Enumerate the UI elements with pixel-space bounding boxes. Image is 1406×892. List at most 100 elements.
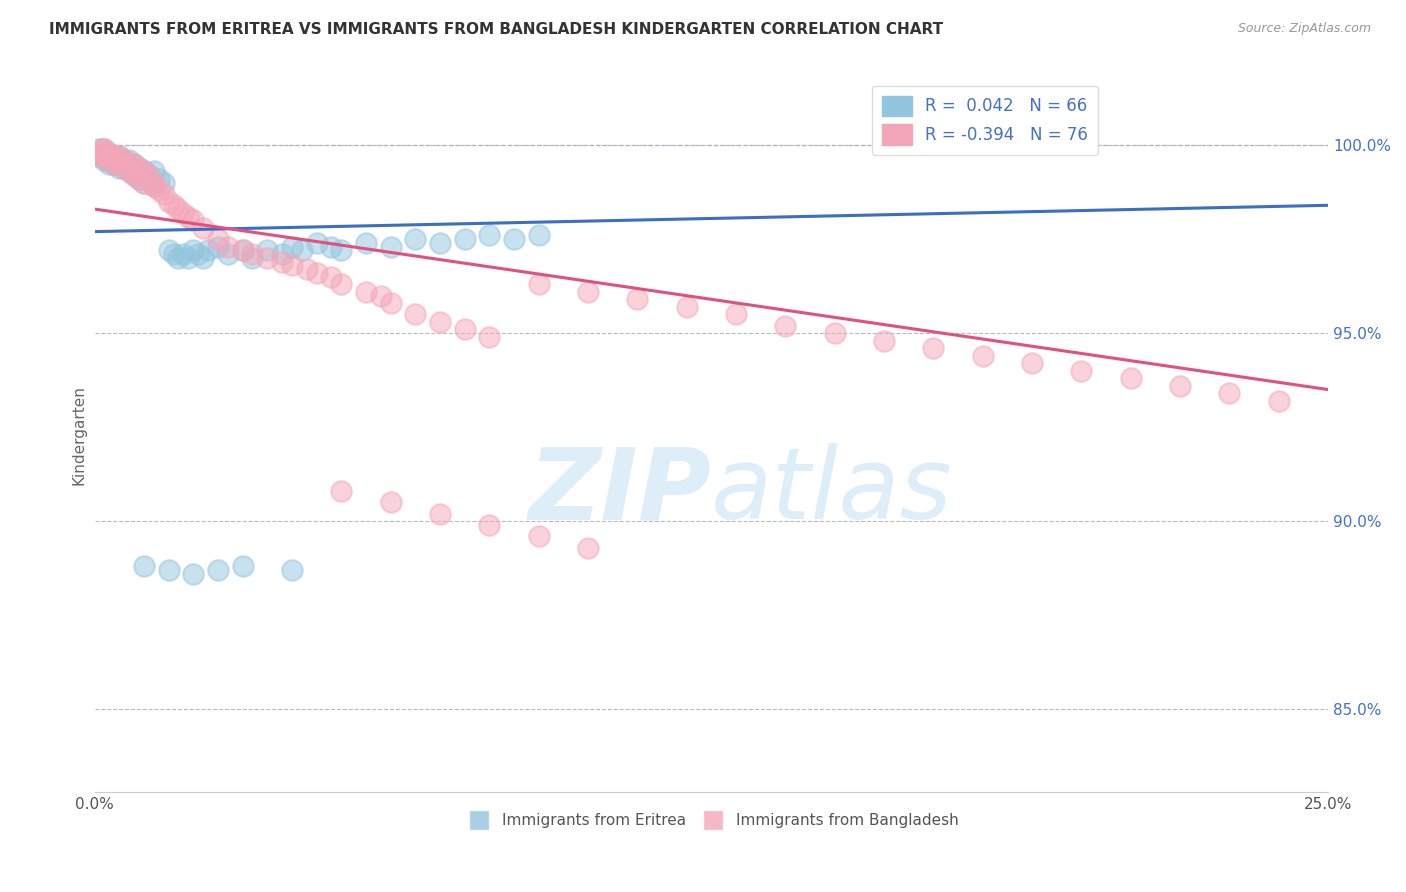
Point bbox=[1070, 364, 1092, 378]
Point bbox=[93, 145, 115, 160]
Point bbox=[370, 288, 392, 302]
Point bbox=[112, 161, 135, 175]
Point bbox=[271, 247, 294, 261]
Point bbox=[152, 176, 174, 190]
Point bbox=[972, 349, 994, 363]
Point bbox=[724, 307, 747, 321]
Point bbox=[128, 172, 150, 186]
Point bbox=[98, 145, 121, 160]
Point bbox=[197, 244, 219, 258]
Point bbox=[429, 507, 451, 521]
Point bbox=[281, 259, 304, 273]
Point bbox=[478, 228, 501, 243]
Point bbox=[404, 307, 426, 321]
Point bbox=[330, 277, 353, 292]
Point bbox=[103, 149, 125, 163]
Point bbox=[330, 484, 353, 499]
Point bbox=[1119, 371, 1142, 385]
Point bbox=[122, 168, 145, 182]
Point bbox=[142, 179, 165, 194]
Point bbox=[132, 176, 155, 190]
Point bbox=[89, 142, 111, 156]
Point bbox=[191, 220, 214, 235]
Y-axis label: Kindergarten: Kindergarten bbox=[72, 384, 86, 484]
Point bbox=[89, 145, 111, 160]
Point bbox=[217, 240, 239, 254]
Point bbox=[108, 149, 131, 163]
Point bbox=[1168, 379, 1191, 393]
Point bbox=[138, 168, 160, 182]
Point bbox=[167, 202, 190, 216]
Point bbox=[478, 518, 501, 533]
Point bbox=[157, 194, 180, 209]
Point bbox=[108, 149, 131, 163]
Point bbox=[404, 232, 426, 246]
Point bbox=[89, 149, 111, 163]
Point bbox=[162, 247, 184, 261]
Text: Source: ZipAtlas.com: Source: ZipAtlas.com bbox=[1237, 22, 1371, 36]
Point bbox=[108, 153, 131, 168]
Point bbox=[93, 142, 115, 156]
Point bbox=[527, 529, 550, 543]
Point bbox=[181, 244, 204, 258]
Point bbox=[271, 254, 294, 268]
Point bbox=[93, 145, 115, 160]
Point bbox=[148, 172, 170, 186]
Point bbox=[132, 559, 155, 574]
Point bbox=[103, 153, 125, 168]
Point bbox=[157, 563, 180, 577]
Point bbox=[118, 157, 141, 171]
Point bbox=[142, 179, 165, 194]
Point bbox=[89, 142, 111, 156]
Point bbox=[242, 251, 264, 265]
Point bbox=[380, 495, 402, 509]
Point bbox=[232, 244, 254, 258]
Point bbox=[172, 247, 194, 261]
Legend: Immigrants from Eritrea, Immigrants from Bangladesh: Immigrants from Eritrea, Immigrants from… bbox=[457, 807, 965, 834]
Point bbox=[429, 315, 451, 329]
Point bbox=[142, 164, 165, 178]
Point bbox=[291, 244, 314, 258]
Point bbox=[281, 563, 304, 577]
Point bbox=[108, 153, 131, 168]
Point bbox=[181, 566, 204, 581]
Point bbox=[162, 198, 184, 212]
Point bbox=[112, 161, 135, 175]
Point bbox=[429, 235, 451, 250]
Point bbox=[675, 300, 697, 314]
Point bbox=[873, 334, 896, 348]
Point bbox=[103, 157, 125, 171]
Point bbox=[295, 262, 318, 277]
Point bbox=[305, 266, 328, 280]
Point bbox=[98, 157, 121, 171]
Point bbox=[354, 235, 377, 250]
Point bbox=[527, 277, 550, 292]
Point bbox=[187, 247, 209, 261]
Point bbox=[132, 164, 155, 178]
Point bbox=[172, 206, 194, 220]
Point bbox=[503, 232, 526, 246]
Point bbox=[167, 251, 190, 265]
Point bbox=[89, 145, 111, 160]
Point bbox=[177, 210, 200, 224]
Point bbox=[232, 244, 254, 258]
Point bbox=[527, 228, 550, 243]
Point bbox=[128, 161, 150, 175]
Point bbox=[142, 176, 165, 190]
Point bbox=[1268, 393, 1291, 408]
Point bbox=[256, 251, 278, 265]
Point bbox=[1218, 386, 1240, 401]
Point bbox=[305, 235, 328, 250]
Point bbox=[207, 232, 229, 246]
Point bbox=[112, 153, 135, 168]
Point bbox=[354, 285, 377, 299]
Point bbox=[93, 149, 115, 163]
Point bbox=[103, 153, 125, 168]
Point bbox=[122, 168, 145, 182]
Point bbox=[380, 240, 402, 254]
Point bbox=[152, 187, 174, 202]
Point bbox=[122, 157, 145, 171]
Point bbox=[98, 153, 121, 168]
Point bbox=[98, 145, 121, 160]
Point bbox=[177, 251, 200, 265]
